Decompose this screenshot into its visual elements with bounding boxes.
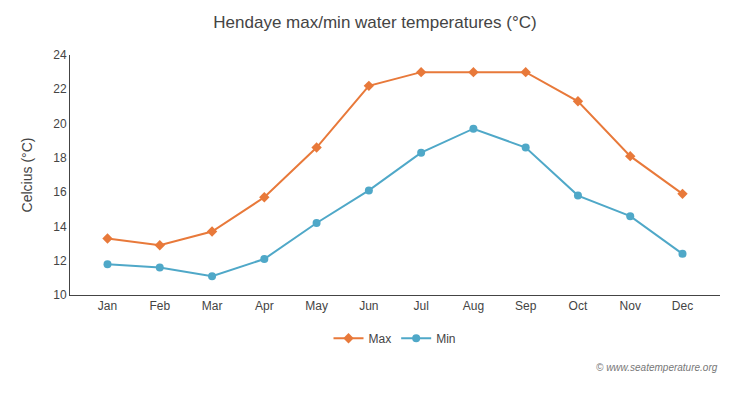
svg-text:Dec: Dec: [672, 299, 693, 313]
svg-text:14: 14: [53, 220, 67, 234]
svg-text:16: 16: [53, 185, 67, 199]
svg-text:Apr: Apr: [255, 299, 274, 313]
svg-text:Hendaye max/min water temperat: Hendaye max/min water temperatures (°C): [213, 13, 536, 32]
svg-text:Nov: Nov: [620, 299, 641, 313]
svg-text:Sep: Sep: [515, 299, 537, 313]
svg-text:Feb: Feb: [149, 299, 170, 313]
svg-text:20: 20: [53, 117, 67, 131]
svg-text:Jul: Jul: [413, 299, 428, 313]
svg-text:© www.seatemperature.org: © www.seatemperature.org: [596, 362, 718, 373]
svg-text:10: 10: [53, 288, 67, 302]
svg-text:Aug: Aug: [463, 299, 484, 313]
svg-text:Celcius (°C): Celcius (°C): [19, 138, 35, 213]
svg-text:May: May: [305, 299, 328, 313]
svg-text:Oct: Oct: [569, 299, 588, 313]
svg-text:22: 22: [53, 82, 67, 96]
svg-text:Min: Min: [436, 332, 455, 346]
svg-text:12: 12: [53, 254, 67, 268]
svg-text:24: 24: [53, 48, 67, 62]
svg-text:Jun: Jun: [359, 299, 378, 313]
svg-text:18: 18: [53, 151, 67, 165]
svg-text:Max: Max: [369, 332, 392, 346]
svg-text:Mar: Mar: [202, 299, 223, 313]
svg-text:Jan: Jan: [98, 299, 117, 313]
